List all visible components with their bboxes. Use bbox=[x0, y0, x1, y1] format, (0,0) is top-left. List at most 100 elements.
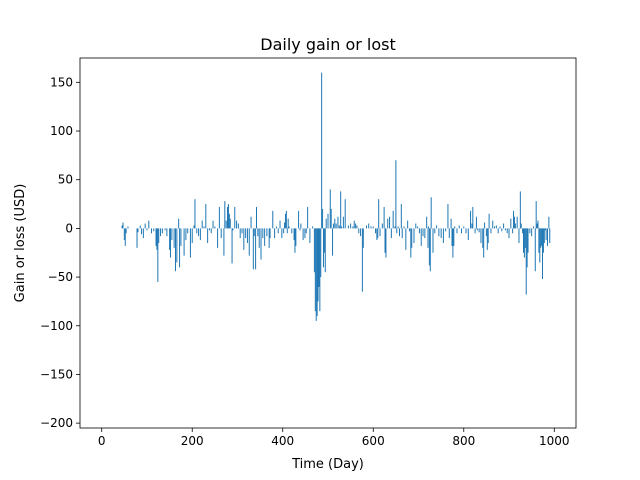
bar bbox=[403, 226, 405, 229]
bar bbox=[407, 220, 409, 229]
bar bbox=[347, 225, 349, 229]
bar bbox=[288, 226, 290, 229]
bar bbox=[465, 228, 467, 234]
bar bbox=[287, 218, 289, 229]
bar bbox=[392, 210, 394, 229]
x-tick-label: 1000 bbox=[539, 434, 570, 448]
bar bbox=[299, 228, 301, 231]
bar bbox=[268, 228, 270, 248]
bar bbox=[342, 216, 344, 229]
bar bbox=[516, 216, 518, 229]
bar bbox=[513, 216, 515, 229]
bar bbox=[426, 216, 428, 229]
bar bbox=[335, 223, 337, 229]
bar bbox=[379, 228, 381, 237]
bar bbox=[513, 210, 515, 229]
bar bbox=[337, 216, 339, 229]
y-tick-label: 100 bbox=[50, 124, 73, 138]
bar bbox=[390, 228, 392, 239]
bar bbox=[428, 228, 430, 266]
bar bbox=[356, 225, 358, 229]
bar bbox=[389, 216, 391, 229]
bar bbox=[430, 197, 432, 229]
bar bbox=[520, 223, 522, 229]
y-tick-label: −200 bbox=[40, 416, 73, 430]
bar bbox=[266, 228, 268, 237]
bar bbox=[467, 228, 469, 241]
bar bbox=[397, 226, 399, 229]
bar bbox=[360, 228, 362, 237]
bar bbox=[503, 223, 505, 229]
y-tick-label: −100 bbox=[40, 319, 73, 333]
bar bbox=[164, 228, 166, 231]
bar bbox=[395, 160, 397, 229]
bar bbox=[548, 216, 550, 229]
bar bbox=[429, 228, 431, 272]
bar bbox=[394, 226, 396, 229]
bar bbox=[506, 228, 508, 234]
bar bbox=[353, 220, 355, 229]
x-tick-label: 200 bbox=[181, 434, 204, 448]
bar bbox=[456, 228, 458, 234]
bar bbox=[541, 228, 543, 246]
bar bbox=[139, 225, 141, 229]
bar bbox=[207, 228, 209, 243]
bar bbox=[510, 218, 512, 229]
bar bbox=[544, 228, 546, 231]
bar bbox=[440, 228, 442, 239]
bar bbox=[451, 228, 453, 246]
bar bbox=[309, 228, 311, 243]
bar bbox=[420, 228, 422, 246]
bar bbox=[408, 228, 410, 232]
bar bbox=[471, 223, 473, 229]
bar bbox=[122, 222, 124, 229]
bar bbox=[413, 228, 415, 243]
bar bbox=[304, 228, 306, 239]
bar bbox=[458, 225, 460, 229]
bar bbox=[218, 206, 220, 229]
bar bbox=[497, 228, 499, 234]
bar bbox=[224, 201, 226, 229]
bar bbox=[322, 228, 324, 268]
bar bbox=[227, 206, 229, 229]
bar bbox=[424, 228, 426, 239]
bar bbox=[453, 228, 455, 246]
bar bbox=[358, 228, 360, 234]
bar bbox=[257, 228, 259, 237]
bar bbox=[344, 199, 346, 229]
bar bbox=[534, 228, 536, 272]
bar bbox=[375, 228, 377, 234]
bar bbox=[318, 228, 320, 287]
bar bbox=[295, 228, 297, 246]
bar bbox=[519, 191, 521, 229]
y-tick-label: 150 bbox=[50, 75, 73, 89]
bar bbox=[418, 228, 420, 234]
bar bbox=[231, 228, 233, 264]
bar bbox=[256, 206, 257, 229]
bar bbox=[470, 210, 472, 229]
bar bbox=[524, 228, 526, 248]
bar bbox=[518, 228, 520, 243]
bar bbox=[400, 204, 402, 229]
bar bbox=[232, 228, 234, 231]
bar bbox=[340, 191, 342, 229]
bar bbox=[229, 218, 231, 229]
bar bbox=[214, 226, 216, 229]
bar bbox=[399, 228, 400, 237]
bar bbox=[194, 199, 196, 229]
bar-series bbox=[121, 72, 551, 321]
bar bbox=[368, 223, 370, 229]
bar bbox=[538, 228, 540, 253]
bar bbox=[142, 228, 144, 239]
bar bbox=[255, 228, 257, 270]
bar bbox=[199, 228, 201, 241]
plot-area-frame bbox=[79, 57, 577, 429]
bar bbox=[158, 228, 160, 243]
bar bbox=[487, 228, 489, 243]
bar bbox=[153, 228, 155, 232]
y-tick-label: −150 bbox=[40, 367, 73, 381]
bar bbox=[160, 228, 162, 237]
bar bbox=[137, 228, 139, 233]
bar bbox=[193, 225, 195, 229]
bar bbox=[488, 213, 490, 229]
